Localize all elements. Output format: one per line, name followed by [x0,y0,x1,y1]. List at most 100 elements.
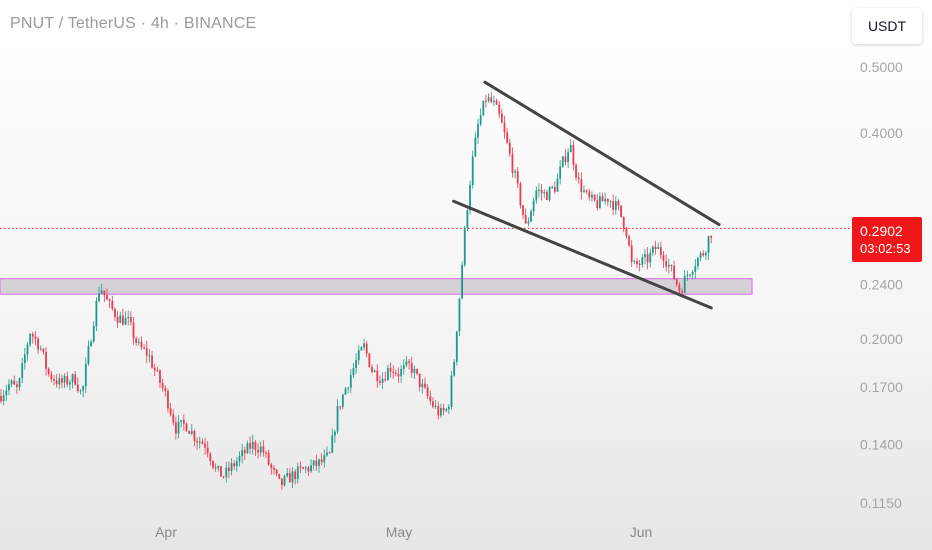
candle [625,226,628,239]
candle [599,192,601,209]
channel-lower[interactable] [452,199,713,310]
candle [455,330,458,366]
candle [535,186,538,204]
candle [450,370,453,410]
candle [116,311,119,329]
candle [196,437,198,450]
candle [177,414,180,439]
candle [394,369,397,377]
candle [21,357,24,383]
candle [270,462,273,475]
candle [201,438,204,445]
candle [69,379,71,391]
candle [23,347,26,370]
candle [638,259,641,272]
candle [262,440,265,457]
candle [286,467,289,478]
candle [644,248,646,265]
candle [151,350,153,369]
candle [45,347,47,376]
candle [320,453,323,466]
candle [265,450,267,458]
candle [119,311,122,324]
y-axis: 0.5000 0.4000 0.2400 0.2000 0.1700 0.1400 0.11… [860,59,903,511]
candle [302,466,304,470]
candle [344,386,347,396]
last-price-tag: 0.2902 03:02:53 [852,217,922,262]
candle [500,108,503,124]
candle [572,140,575,171]
symbol-title: PNUT / TetherUS · 4h · BINANCE [10,15,257,32]
candle [334,429,336,443]
candle [307,465,310,476]
candle [559,159,562,185]
candle [564,149,567,166]
candle [453,359,456,377]
candle [577,172,580,184]
candle [400,365,403,383]
candle [222,475,225,479]
candle [487,93,490,103]
candle [42,348,45,355]
candle [673,260,675,280]
candle [273,465,275,475]
candle [206,440,209,458]
candle [259,441,262,457]
candle [705,251,707,261]
candle [336,399,339,434]
candle [111,295,114,311]
candle [548,186,551,202]
candle [164,385,167,397]
candle [148,349,151,363]
candle [159,369,161,388]
x-tick-label: May [386,524,412,540]
candle [291,467,294,488]
candle [328,451,331,454]
candle [275,468,278,477]
currency-selector[interactable]: USDT [852,8,922,44]
candle [641,254,644,268]
candle [241,443,244,464]
candle [538,183,540,198]
candle [288,468,291,483]
candle [498,100,501,119]
candle [551,185,554,190]
candle [614,196,617,215]
candle [339,406,342,411]
candle [39,345,42,351]
candle [347,386,350,394]
candle [482,100,485,117]
candle [2,389,5,406]
candle [299,461,302,473]
candle [678,282,681,295]
candle [389,362,392,378]
candle [646,247,649,270]
candle [567,148,569,169]
candle [691,269,694,280]
candle [10,378,13,388]
candle [675,278,678,287]
bar-countdown: 03:02:53 [860,241,911,256]
candle [617,199,620,211]
y-tick-label: 0.2000 [860,331,903,347]
channel-upper[interactable] [483,80,721,227]
candle [710,235,713,244]
candle [514,168,516,179]
candle [296,462,299,484]
candle [161,378,164,392]
candle [182,414,185,431]
candle [16,381,18,395]
candle [254,440,257,457]
candle [434,400,437,409]
candle [66,371,69,388]
support-zone[interactable] [0,278,753,295]
candles-layer [0,91,713,491]
candle [228,461,230,479]
candle [230,458,233,476]
candle [471,150,474,189]
candle [363,338,365,351]
candle [556,173,559,192]
candle [379,375,381,386]
